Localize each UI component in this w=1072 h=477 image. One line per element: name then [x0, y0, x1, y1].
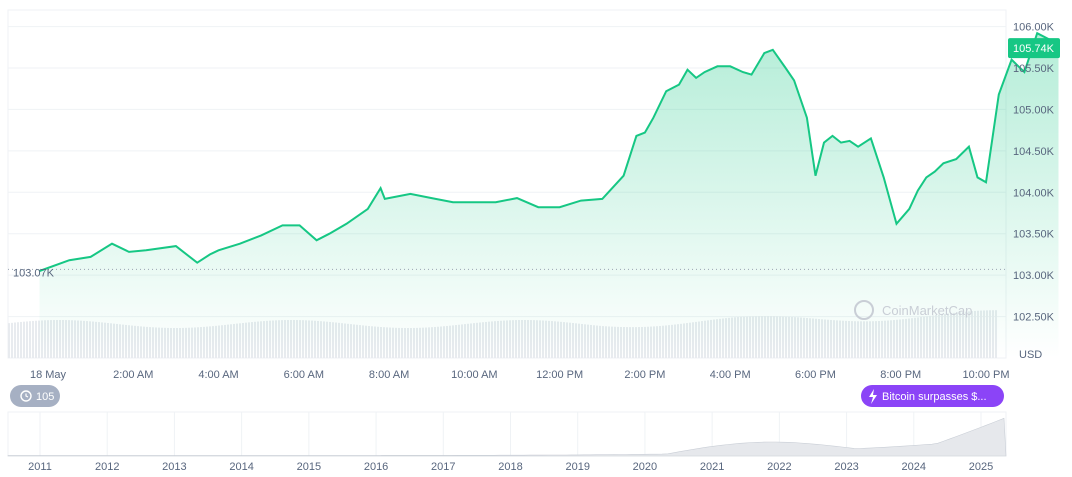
volume-bar: [38, 320, 40, 358]
y-tick-label: 104.50K: [1013, 146, 1055, 158]
volume-bar: [35, 320, 37, 358]
navigator-year-label: 2011: [28, 461, 52, 473]
x-tick-label: 10:00 PM: [962, 369, 1009, 381]
volume-bar: [23, 321, 25, 358]
volume-bar: [11, 322, 13, 358]
x-tick-label: 6:00 AM: [284, 369, 324, 381]
navigator-year-label: 2015: [297, 461, 321, 473]
x-tick-label: 18 May: [30, 369, 67, 381]
navigator-year-label: 2014: [229, 461, 253, 473]
current-price-label: 105.74K: [1013, 43, 1055, 55]
y-tick-label: 106.00K: [1013, 22, 1055, 34]
history-icon: [20, 390, 32, 402]
volume-bar: [14, 322, 16, 358]
x-tick-label: 8:00 PM: [880, 369, 921, 381]
y-tick-label: 104.00K: [1013, 187, 1055, 199]
volume-bar: [32, 320, 34, 358]
navigator-year-label: 2025: [969, 461, 993, 473]
volume-bar: [8, 323, 10, 358]
history-badge[interactable]: 105: [10, 385, 60, 407]
coinmarketcap-watermark: CoinMarketCap: [854, 300, 972, 320]
y-tick-label: 105.00K: [1013, 104, 1055, 116]
x-tick-label: 4:00 AM: [198, 369, 238, 381]
event-text: Bitcoin surpasses $...: [882, 391, 987, 403]
navigator-year-label: 2017: [431, 461, 455, 473]
volume-bar: [17, 322, 19, 358]
x-tick-label: 8:00 AM: [369, 369, 409, 381]
x-tick-label: 12:00 PM: [536, 369, 583, 381]
volume-bar: [29, 321, 31, 358]
open-price-label: 103.07K: [13, 267, 55, 279]
navigator-year-label: 2019: [565, 461, 589, 473]
navigator-area: [7, 417, 1007, 457]
navigator-year-label: 2023: [834, 461, 858, 473]
navigator-year-label: 2024: [902, 461, 926, 473]
lightning-icon: [869, 389, 877, 404]
navigator-years: 2011 2012 2013 2014 2015 2016 2017 2018 2019 2020…: [28, 461, 993, 473]
x-tick-label: 10:00 AM: [451, 369, 497, 381]
y-tick-label: 102.50K: [1013, 312, 1055, 324]
event-badge[interactable]: Bitcoin surpasses $...: [861, 385, 1004, 407]
x-tick-label: 4:00 PM: [710, 369, 751, 381]
navigator-year-label: 2016: [364, 461, 388, 473]
price-area: [39, 33, 1059, 358]
history-count: 105: [36, 391, 54, 403]
y-tick-label: 105.50K: [1013, 63, 1055, 75]
navigator-year-label: 2021: [700, 461, 724, 473]
x-tick-label: 6:00 PM: [795, 369, 836, 381]
y-tick-label: 103.50K: [1013, 229, 1055, 241]
volume-bar: [26, 321, 28, 358]
volume-bar: [20, 321, 22, 358]
x-tick-label: 2:00 PM: [624, 369, 665, 381]
navigator-year-label: 2013: [162, 461, 186, 473]
price-line: [39, 31, 1060, 272]
x-tick-label: 2:00 AM: [113, 369, 153, 381]
y-axis-ticks: 106.00K 105.50K 105.00K 104.50K 104.00K 103.5…: [1013, 22, 1055, 324]
navigator-year-label: 2012: [95, 461, 119, 473]
y-tick-label: 103.00K: [1013, 270, 1055, 282]
navigator-year-label: 2022: [767, 461, 791, 473]
currency-label: USD: [1019, 349, 1042, 361]
navigator-year-label: 2020: [633, 461, 657, 473]
current-price-badge: [1008, 38, 1060, 59]
x-axis-ticks: 18 May 2:00 AM 4:00 AM 6:00 AM 8:00 AM 10:00 …: [30, 369, 1010, 381]
watermark-text: CoinMarketCap: [882, 303, 972, 318]
navigator-year-label: 2018: [498, 461, 522, 473]
coinmarketcap-logo-icon: [854, 300, 874, 320]
